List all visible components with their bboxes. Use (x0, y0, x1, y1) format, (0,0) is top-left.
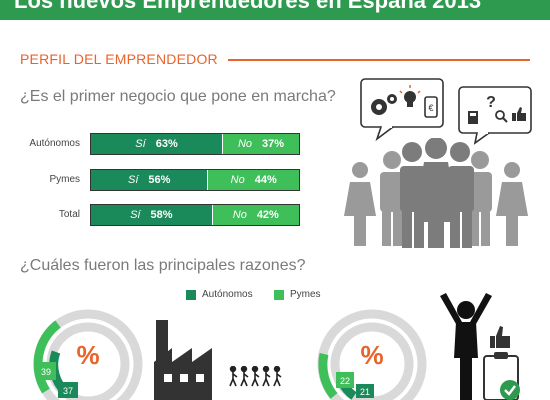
legend-swatch-light-green (274, 289, 284, 300)
pymes-value: 22 (340, 376, 350, 386)
yes-segment: Sí 58% (91, 205, 212, 225)
legend-label: Pymes (290, 289, 321, 300)
yes-value: 58% (150, 209, 173, 221)
yes-label: Sí (130, 209, 141, 221)
row-label: Autónomos (29, 138, 80, 149)
legend-pymes: Pymes (274, 289, 321, 300)
no-segment: No 42% (211, 205, 299, 225)
question-icon: ? (486, 94, 496, 111)
gears-icon (371, 94, 397, 115)
svg-text:€: € (428, 103, 433, 113)
no-segment: No 44% (207, 170, 299, 190)
speech-bubbles: € ? (360, 78, 532, 145)
no-label: No (230, 174, 245, 186)
factory-icon (154, 320, 212, 400)
walking-people-icon (229, 366, 282, 387)
page-title: Los nuevos Emprendedores en España 2013 (14, 0, 482, 13)
autonomos-value: 37 (63, 386, 73, 396)
winner-icon (440, 293, 492, 400)
question-first-business: ¿Es el primer negocio que pone en marcha… (20, 88, 336, 105)
yes-value: 63% (155, 138, 178, 150)
survey-bar: Sí 63% No 37% (90, 133, 300, 155)
checklist-icon (483, 326, 520, 400)
speech-bubble-left (360, 78, 444, 142)
survey-bar: Sí 56% No 44% (90, 169, 300, 191)
row-label: Total (58, 209, 80, 220)
percent-symbol: % (76, 340, 99, 370)
no-value: 44% (254, 174, 277, 186)
row-label: Pymes (49, 174, 80, 185)
people-group-icon (344, 138, 528, 248)
header-bar: Los nuevos Emprendedores en España 2013 (0, 0, 550, 20)
yes-value: 56% (148, 174, 171, 186)
euro-phone-icon: € (424, 96, 438, 118)
no-segment: No 37% (222, 134, 299, 154)
no-value: 42% (256, 209, 279, 221)
legend-label: Autónomos (202, 289, 253, 300)
no-label: No (232, 209, 247, 221)
legend-swatch-dark-green (186, 289, 196, 300)
percent-symbol: % (360, 340, 383, 370)
section-divider (228, 59, 530, 61)
donut-chart-1: % 39 37 (33, 309, 143, 400)
thumbs-up-icon (490, 326, 510, 348)
svg-text:?: ? (486, 94, 496, 111)
yes-label: Sí (128, 174, 139, 186)
yes-segment: Sí 63% (91, 134, 223, 154)
no-label: No (237, 138, 253, 150)
yes-label: Sí (135, 138, 146, 150)
question-reasons: ¿Cuáles fueron las principales razones? (20, 257, 306, 274)
pymes-value: 39 (41, 367, 51, 377)
no-value: 37% (262, 138, 285, 150)
magnifier-icon (495, 110, 508, 123)
autonomos-value: 21 (360, 387, 370, 397)
thumbs-up-icon (512, 107, 526, 121)
survey-bar: Sí 58% No 42% (90, 204, 300, 226)
legend-autonomos: Autónomos (186, 289, 253, 300)
yes-segment: Sí 56% (91, 170, 208, 190)
donut-chart-2: % 22 21 (317, 309, 427, 400)
lightbulb-icon (399, 85, 421, 107)
calculator-icon (468, 111, 478, 124)
section-title: PERFIL DEL EMPRENDEDOR (20, 51, 218, 67)
